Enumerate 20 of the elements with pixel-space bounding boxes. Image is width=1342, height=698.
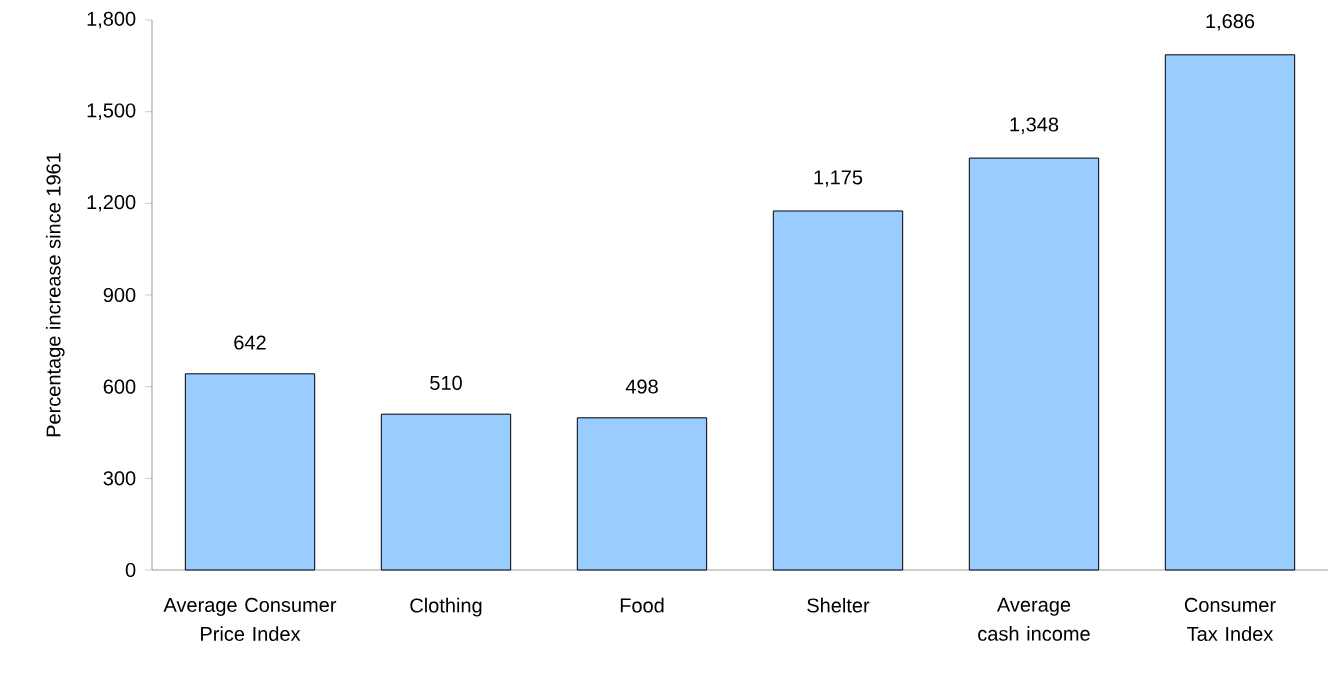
y-tick-label: 1,500 — [87, 103, 136, 120]
data-label: 642 — [234, 335, 266, 350]
x-tick-label: Clothing — [410, 597, 482, 617]
y-tick-label: 600 — [103, 379, 136, 394]
data-label: 498 — [625, 379, 658, 394]
x-tick-label: Shelter — [807, 597, 870, 613]
x-tick-label: Average cash income — [978, 597, 1090, 641]
data-label: 510 — [430, 375, 462, 390]
y-tick-label: 900 — [103, 287, 136, 303]
y-tick-label: 300 — [103, 471, 136, 486]
x-tick-label: Food — [620, 597, 664, 613]
data-label: 1,175 — [814, 170, 863, 187]
data-label: 1,348 — [1010, 117, 1059, 134]
y-tick-label: 1,200 — [87, 195, 136, 212]
y-tick-label: 1,800 — [87, 11, 136, 29]
x-tick-label: Average Consumer Price Index — [163, 597, 337, 641]
data-label: 1,686 — [1206, 14, 1255, 31]
y-axis-title: Percentage increase since 1961 — [45, 153, 65, 437]
x-tick-label: Consumer Tax Index — [1184, 597, 1276, 641]
y-tick-label: 0 — [125, 562, 136, 578]
